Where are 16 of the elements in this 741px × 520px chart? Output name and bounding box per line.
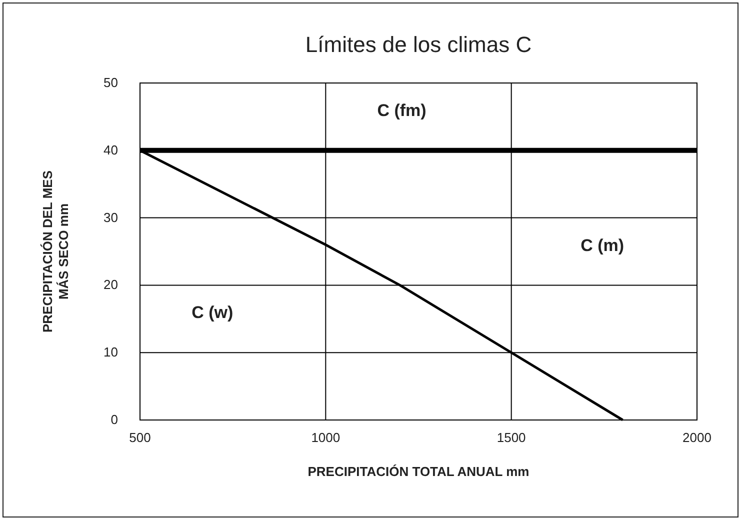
- x-tick-label: 1500: [496, 430, 526, 445]
- annotation: C (w): [192, 303, 234, 322]
- y-tick-label: 50: [104, 75, 118, 90]
- x-tick-label: 1000: [311, 430, 340, 445]
- y-tick-label: 20: [104, 277, 118, 292]
- annotation: C (fm): [377, 100, 426, 120]
- y-tick-label: 0: [110, 412, 118, 427]
- x-axis-title: PRECIPITACIÓN TOTAL ANUAL mm: [308, 464, 530, 479]
- y-tick-label: 40: [104, 142, 118, 158]
- annotation: C (m): [580, 236, 624, 255]
- chart-title: Límites de los climas C: [305, 32, 532, 57]
- y-tick-label: 10: [104, 344, 118, 360]
- y-axis-title: PRECIPITACIÓN DEL MES MÁS SECO mm: [40, 170, 71, 333]
- x-tick-label: 500: [129, 430, 151, 445]
- y-tick-label: 30: [104, 210, 118, 225]
- x-tick-label: 2000: [682, 430, 712, 445]
